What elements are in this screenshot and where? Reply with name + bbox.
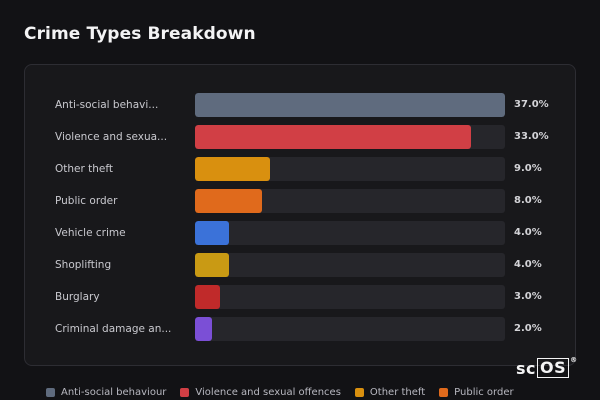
brand-logo: sc OS ® bbox=[516, 356, 578, 379]
legend-swatch bbox=[354, 388, 364, 397]
brand-registered-mark: ® bbox=[570, 356, 578, 364]
bar[interactable] bbox=[195, 157, 271, 181]
bar-track bbox=[195, 93, 505, 117]
bar-category-label: Vehicle crime bbox=[55, 227, 126, 239]
brand-boxed-text: OS bbox=[537, 358, 570, 378]
bar[interactable] bbox=[195, 317, 212, 341]
bar[interactable] bbox=[195, 125, 472, 149]
bar-track bbox=[195, 317, 505, 341]
bar-category-label: Public order bbox=[55, 195, 118, 207]
bar-category-label: Violence and sexua... bbox=[55, 131, 168, 143]
page-title: Crime Types Breakdown bbox=[24, 24, 256, 44]
bar-value-label: 4.0% bbox=[514, 259, 542, 270]
bar-row: Public order 8.0% bbox=[55, 189, 555, 221]
legend-item[interactable]: Other theft bbox=[354, 387, 426, 398]
legend-label: Anti-social behaviour bbox=[61, 387, 167, 398]
bar-track bbox=[195, 221, 505, 245]
legend-swatch bbox=[46, 388, 55, 397]
bar-value-label: 2.0% bbox=[514, 323, 542, 334]
legend-item[interactable]: Violence and sexual offences bbox=[180, 387, 341, 398]
bar-value-label: 9.0% bbox=[514, 163, 542, 174]
bar-row: Criminal damage an... 2.0% bbox=[55, 317, 555, 349]
bar-value-label: 3.0% bbox=[514, 291, 542, 302]
legend-swatch bbox=[439, 388, 449, 397]
bar-row: Shoplifting 4.0% bbox=[55, 253, 555, 285]
legend-label: Public order bbox=[454, 387, 514, 398]
chart-card: Anti-social behavi... 37.0% Violence and s… bbox=[24, 64, 576, 366]
legend-item[interactable]: Anti-social behaviour bbox=[46, 387, 166, 398]
brand-text: sc bbox=[516, 358, 537, 378]
bar-track bbox=[195, 157, 505, 181]
legend-swatch bbox=[180, 388, 190, 397]
bar[interactable] bbox=[195, 253, 229, 277]
bar[interactable] bbox=[195, 189, 263, 213]
bar-value-label: 4.0% bbox=[514, 227, 542, 238]
bar-rows: Anti-social behavi... 37.0% Violence and s… bbox=[55, 93, 555, 349]
legend-label: Other theft bbox=[369, 387, 426, 398]
bar[interactable] bbox=[195, 221, 229, 245]
bar-category-label: Other theft bbox=[55, 163, 114, 175]
bar-row: Anti-social behavi... 37.0% bbox=[55, 93, 555, 125]
bar-row: Burglary 3.0% bbox=[55, 285, 555, 317]
chart-legend: Anti-social behaviour Violence and sexual… bbox=[46, 387, 514, 398]
bar-value-label: 8.0% bbox=[514, 195, 542, 206]
bar-track bbox=[195, 253, 505, 277]
bar-track bbox=[195, 125, 505, 149]
bar-track bbox=[195, 189, 505, 213]
bar-row: Other theft 9.0% bbox=[55, 157, 555, 189]
bar-category-label: Anti-social behavi... bbox=[55, 99, 159, 111]
bar-category-label: Shoplifting bbox=[55, 259, 112, 271]
bar-category-label: Burglary bbox=[55, 291, 100, 303]
bar-value-label: 37.0% bbox=[514, 99, 549, 110]
bar-track bbox=[195, 285, 505, 309]
bar[interactable] bbox=[195, 285, 221, 309]
legend-label: Violence and sexual offences bbox=[195, 387, 341, 398]
bar-category-label: Criminal damage an... bbox=[55, 323, 172, 335]
legend-item[interactable]: Public order bbox=[439, 387, 514, 398]
bar-row: Violence and sexua... 33.0% bbox=[55, 125, 555, 157]
bar-row: Vehicle crime 4.0% bbox=[55, 221, 555, 253]
bar[interactable] bbox=[195, 93, 505, 117]
bar-value-label: 33.0% bbox=[514, 131, 549, 142]
